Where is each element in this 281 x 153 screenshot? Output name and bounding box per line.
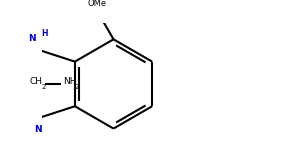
Text: N: N [29, 34, 36, 43]
Text: 2: 2 [75, 84, 79, 90]
Text: NH: NH [63, 77, 76, 86]
Text: N: N [35, 125, 42, 134]
Text: CH: CH [29, 77, 42, 86]
Text: OMe: OMe [88, 0, 107, 8]
Text: 2: 2 [41, 84, 46, 90]
Text: H: H [41, 30, 47, 39]
